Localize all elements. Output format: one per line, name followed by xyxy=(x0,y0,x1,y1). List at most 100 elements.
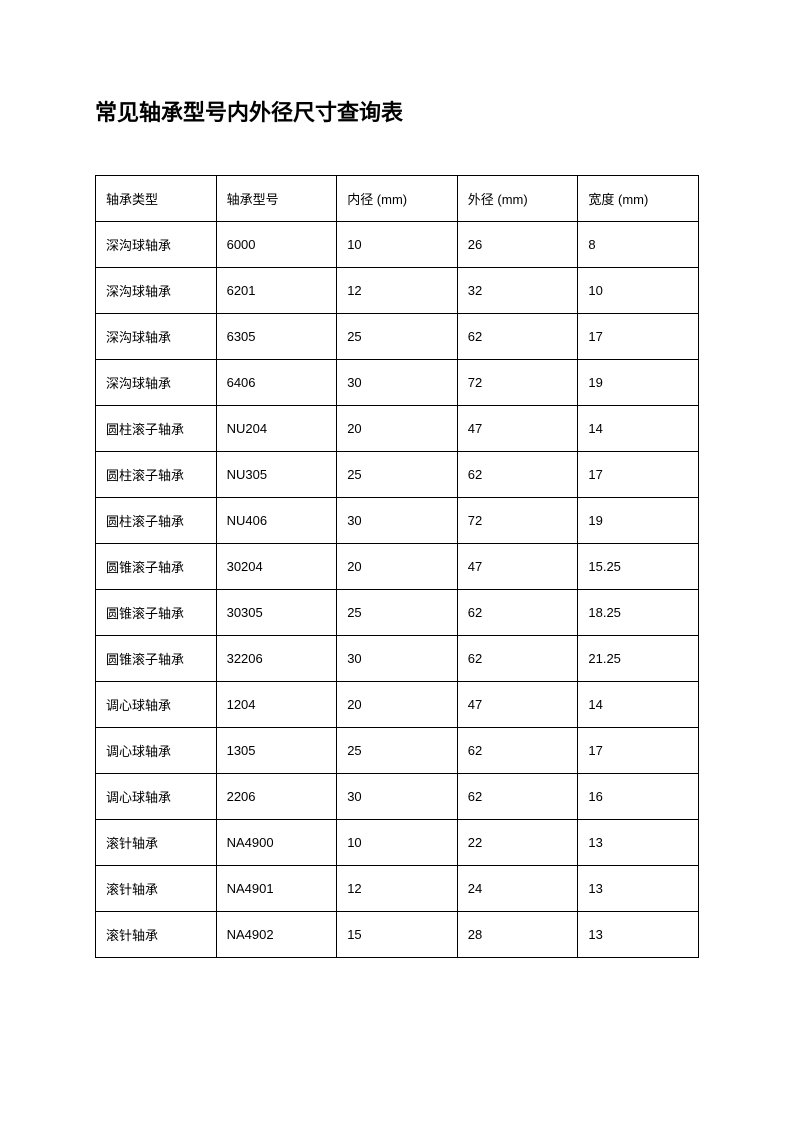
table-cell: 19 xyxy=(578,360,699,406)
table-cell: 17 xyxy=(578,728,699,774)
table-cell: 13 xyxy=(578,820,699,866)
table-row: 圆柱滚子轴承NU305256217 xyxy=(96,452,699,498)
table-cell: 12 xyxy=(337,866,458,912)
table-row: 调心球轴承1204204714 xyxy=(96,682,699,728)
table-cell: 32 xyxy=(457,268,578,314)
table-row: 滚针轴承NA4900102213 xyxy=(96,820,699,866)
table-cell: 圆锥滚子轴承 xyxy=(96,590,217,636)
table-cell: 圆锥滚子轴承 xyxy=(96,636,217,682)
table-cell: 6406 xyxy=(216,360,337,406)
table-row: 深沟球轴承6201123210 xyxy=(96,268,699,314)
table-cell: 18.25 xyxy=(578,590,699,636)
table-cell: 17 xyxy=(578,452,699,498)
table-cell: 28 xyxy=(457,912,578,958)
table-cell: NA4902 xyxy=(216,912,337,958)
column-header: 宽度 (mm) xyxy=(578,176,699,222)
table-cell: 圆柱滚子轴承 xyxy=(96,406,217,452)
table-cell: NA4901 xyxy=(216,866,337,912)
table-row: 圆锥滚子轴承32206306221.25 xyxy=(96,636,699,682)
table-cell: 62 xyxy=(457,452,578,498)
table-cell: 滚针轴承 xyxy=(96,866,217,912)
table-cell: 30 xyxy=(337,498,458,544)
table-cell: 22 xyxy=(457,820,578,866)
table-row: 深沟球轴承6406307219 xyxy=(96,360,699,406)
table-cell: 19 xyxy=(578,498,699,544)
table-cell: 2206 xyxy=(216,774,337,820)
table-cell: NU204 xyxy=(216,406,337,452)
table-row: 圆柱滚子轴承NU406307219 xyxy=(96,498,699,544)
table-cell: NU305 xyxy=(216,452,337,498)
table-cell: 62 xyxy=(457,728,578,774)
table-row: 圆锥滚子轴承30305256218.25 xyxy=(96,590,699,636)
table-cell: 30 xyxy=(337,636,458,682)
table-cell: 6201 xyxy=(216,268,337,314)
table-cell: 10 xyxy=(578,268,699,314)
table-cell: NU406 xyxy=(216,498,337,544)
column-header: 轴承型号 xyxy=(216,176,337,222)
table-cell: 62 xyxy=(457,314,578,360)
table-cell: 62 xyxy=(457,774,578,820)
table-cell: 20 xyxy=(337,544,458,590)
table-cell: 圆锥滚子轴承 xyxy=(96,544,217,590)
column-header: 外径 (mm) xyxy=(457,176,578,222)
table-cell: 30 xyxy=(337,774,458,820)
bearing-table: 轴承类型 轴承型号 内径 (mm) 外径 (mm) 宽度 (mm) 深沟球轴承6… xyxy=(95,175,699,958)
table-cell: 32206 xyxy=(216,636,337,682)
table-cell: 72 xyxy=(457,360,578,406)
table-cell: 26 xyxy=(457,222,578,268)
table-cell: 25 xyxy=(337,452,458,498)
column-header: 轴承类型 xyxy=(96,176,217,222)
table-cell: 25 xyxy=(337,728,458,774)
table-cell: 15 xyxy=(337,912,458,958)
table-cell: 圆柱滚子轴承 xyxy=(96,498,217,544)
table-cell: 47 xyxy=(457,406,578,452)
table-cell: NA4900 xyxy=(216,820,337,866)
table-row: 深沟球轴承6305256217 xyxy=(96,314,699,360)
table-cell: 62 xyxy=(457,636,578,682)
table-cell: 13 xyxy=(578,866,699,912)
table-header-row: 轴承类型 轴承型号 内径 (mm) 外径 (mm) 宽度 (mm) xyxy=(96,176,699,222)
table-cell: 47 xyxy=(457,544,578,590)
table-cell: 14 xyxy=(578,682,699,728)
page-title: 常见轴承型号内外径尺寸查询表 xyxy=(95,95,699,127)
table-cell: 10 xyxy=(337,820,458,866)
table-cell: 25 xyxy=(337,590,458,636)
table-cell: 20 xyxy=(337,682,458,728)
table-cell: 1305 xyxy=(216,728,337,774)
table-row: 滚针轴承NA4901122413 xyxy=(96,866,699,912)
table-cell: 14 xyxy=(578,406,699,452)
table-cell: 调心球轴承 xyxy=(96,774,217,820)
table-cell: 12 xyxy=(337,268,458,314)
table-cell: 72 xyxy=(457,498,578,544)
table-row: 调心球轴承2206306216 xyxy=(96,774,699,820)
table-cell: 30305 xyxy=(216,590,337,636)
table-row: 滚针轴承NA4902152813 xyxy=(96,912,699,958)
table-cell: 30 xyxy=(337,360,458,406)
table-cell: 17 xyxy=(578,314,699,360)
table-cell: 调心球轴承 xyxy=(96,728,217,774)
table-cell: 10 xyxy=(337,222,458,268)
table-cell: 62 xyxy=(457,590,578,636)
table-cell: 6305 xyxy=(216,314,337,360)
table-cell: 深沟球轴承 xyxy=(96,222,217,268)
table-cell: 13 xyxy=(578,912,699,958)
table-cell: 滚针轴承 xyxy=(96,820,217,866)
table-cell: 24 xyxy=(457,866,578,912)
table-cell: 深沟球轴承 xyxy=(96,268,217,314)
table-cell: 1204 xyxy=(216,682,337,728)
table-cell: 深沟球轴承 xyxy=(96,314,217,360)
table-cell: 滚针轴承 xyxy=(96,912,217,958)
table-cell: 25 xyxy=(337,314,458,360)
table-cell: 8 xyxy=(578,222,699,268)
column-header: 内径 (mm) xyxy=(337,176,458,222)
table-cell: 15.25 xyxy=(578,544,699,590)
table-cell: 20 xyxy=(337,406,458,452)
table-cell: 6000 xyxy=(216,222,337,268)
table-row: 圆柱滚子轴承NU204204714 xyxy=(96,406,699,452)
table-row: 圆锥滚子轴承30204204715.25 xyxy=(96,544,699,590)
table-row: 深沟球轴承600010268 xyxy=(96,222,699,268)
table-row: 调心球轴承1305256217 xyxy=(96,728,699,774)
table-cell: 21.25 xyxy=(578,636,699,682)
table-cell: 调心球轴承 xyxy=(96,682,217,728)
table-cell: 16 xyxy=(578,774,699,820)
